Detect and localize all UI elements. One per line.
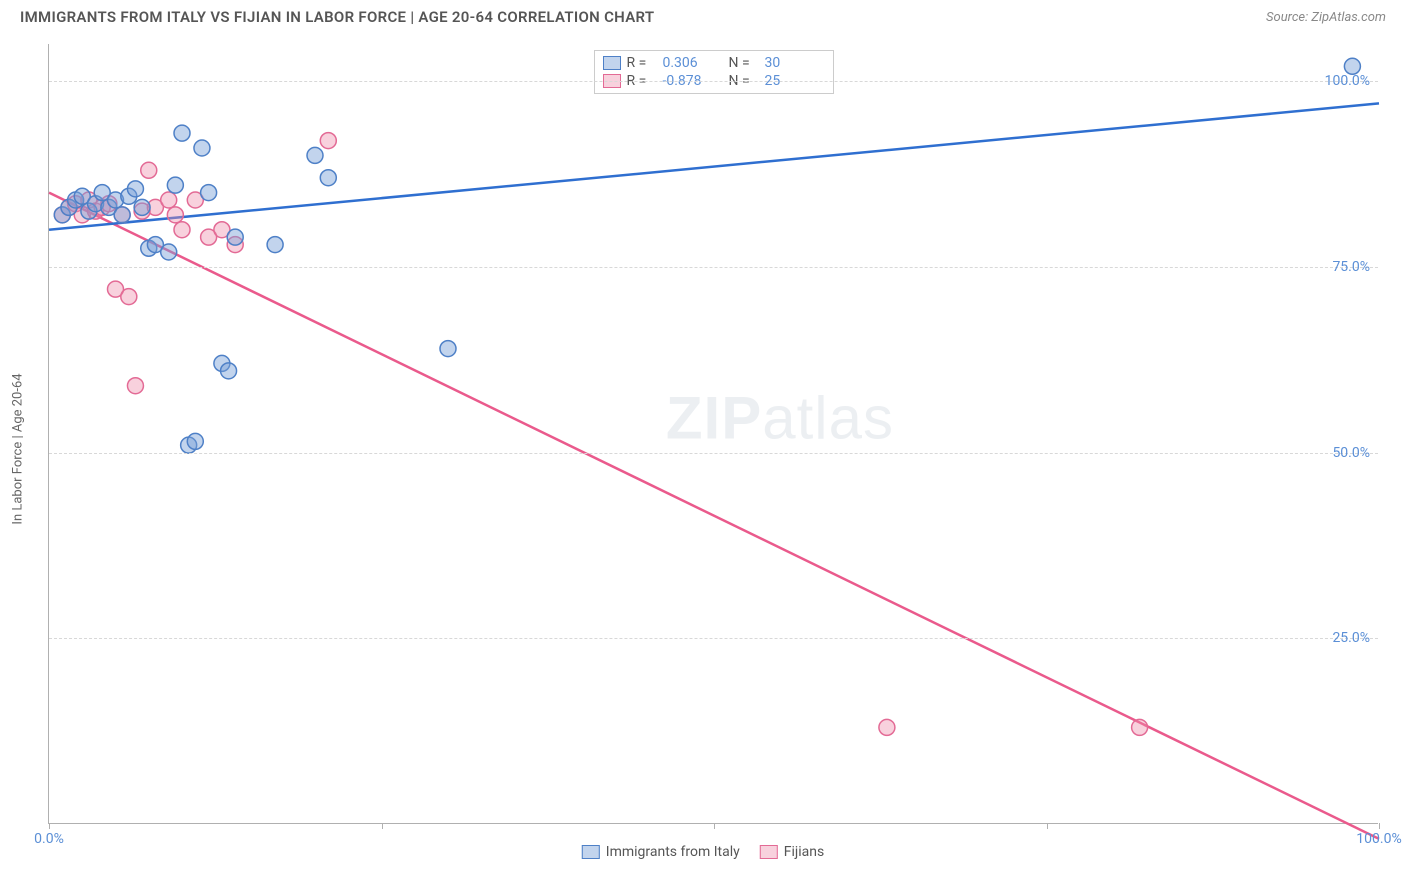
italy-point	[201, 185, 217, 201]
italy-point	[174, 125, 190, 141]
italy-point	[440, 341, 456, 357]
italy-point	[307, 147, 323, 163]
fiji-point	[161, 192, 177, 208]
italy-point	[267, 237, 283, 253]
italy-point	[1344, 58, 1360, 74]
italy-point	[167, 177, 183, 193]
italy-point	[320, 170, 336, 186]
legend-series-label: Immigrants from Italy	[606, 844, 740, 860]
italy-point	[161, 244, 177, 260]
chart-header: IMMIGRANTS FROM ITALY VS FIJIAN IN LABOR…	[0, 0, 1406, 34]
italy-point	[187, 433, 203, 449]
source-label: Source: ZipAtlas.com	[1266, 10, 1386, 25]
italy-point	[221, 363, 237, 379]
x-tick-mark	[1047, 823, 1048, 829]
y-tick-label: 50.0%	[1332, 445, 1370, 461]
y-tick-label: 75.0%	[1332, 259, 1370, 275]
fiji-point	[121, 289, 137, 305]
fiji-point	[174, 222, 190, 238]
x-tick-mark	[714, 823, 715, 829]
fiji-point	[320, 133, 336, 149]
gridline-horizontal	[49, 267, 1378, 268]
svg-layer	[49, 44, 1378, 823]
fiji-point	[167, 207, 183, 223]
legend-n-value: 30	[765, 55, 825, 71]
fiji-point	[127, 378, 143, 394]
italy-point	[194, 140, 210, 156]
y-tick-label: 25.0%	[1332, 630, 1370, 646]
gridline-horizontal	[49, 638, 1378, 639]
italy-point	[127, 181, 143, 197]
chart-title: IMMIGRANTS FROM ITALY VS FIJIAN IN LABOR…	[20, 8, 654, 26]
x-tick-label: 0.0%	[34, 831, 64, 847]
gridline-horizontal	[49, 81, 1378, 82]
chart-wrapper: In Labor Force | Age 20-64 ZIPatlas R =0…	[0, 34, 1406, 864]
legend-series-label: Fijians	[784, 844, 824, 860]
italy-trendline	[49, 103, 1379, 229]
gridline-horizontal	[49, 453, 1378, 454]
x-tick-mark	[382, 823, 383, 829]
x-tick-mark	[49, 823, 50, 829]
legend-series-item: Fijians	[760, 844, 824, 860]
legend-swatch	[582, 845, 600, 859]
legend-swatch	[603, 56, 621, 70]
x-tick-mark	[1379, 823, 1380, 829]
legend-series-item: Immigrants from Italy	[582, 844, 740, 860]
fiji-point	[141, 162, 157, 178]
x-tick-label: 100.0%	[1356, 831, 1401, 847]
fiji-point	[1132, 719, 1148, 735]
italy-point	[227, 229, 243, 245]
y-axis-label: In Labor Force | Age 20-64	[11, 373, 26, 524]
plot-area: ZIPatlas R =0.306N =30R =-0.878N =25 25.…	[48, 44, 1378, 824]
italy-point	[114, 207, 130, 223]
legend-swatch	[760, 845, 778, 859]
italy-point	[134, 199, 150, 215]
legend-r-label: R =	[627, 55, 657, 71]
legend-r-value: 0.306	[663, 55, 723, 71]
fiji-trendline	[49, 193, 1379, 839]
legend-correlation: R =0.306N =30R =-0.878N =25	[594, 50, 834, 94]
y-tick-label: 100.0%	[1325, 73, 1370, 89]
legend-correlation-row: R = 0.306 N = 30	[603, 54, 825, 72]
fiji-point	[879, 719, 895, 735]
legend-n-label: N =	[729, 55, 759, 71]
legend-series: Immigrants from Italy Fijians	[582, 844, 824, 860]
